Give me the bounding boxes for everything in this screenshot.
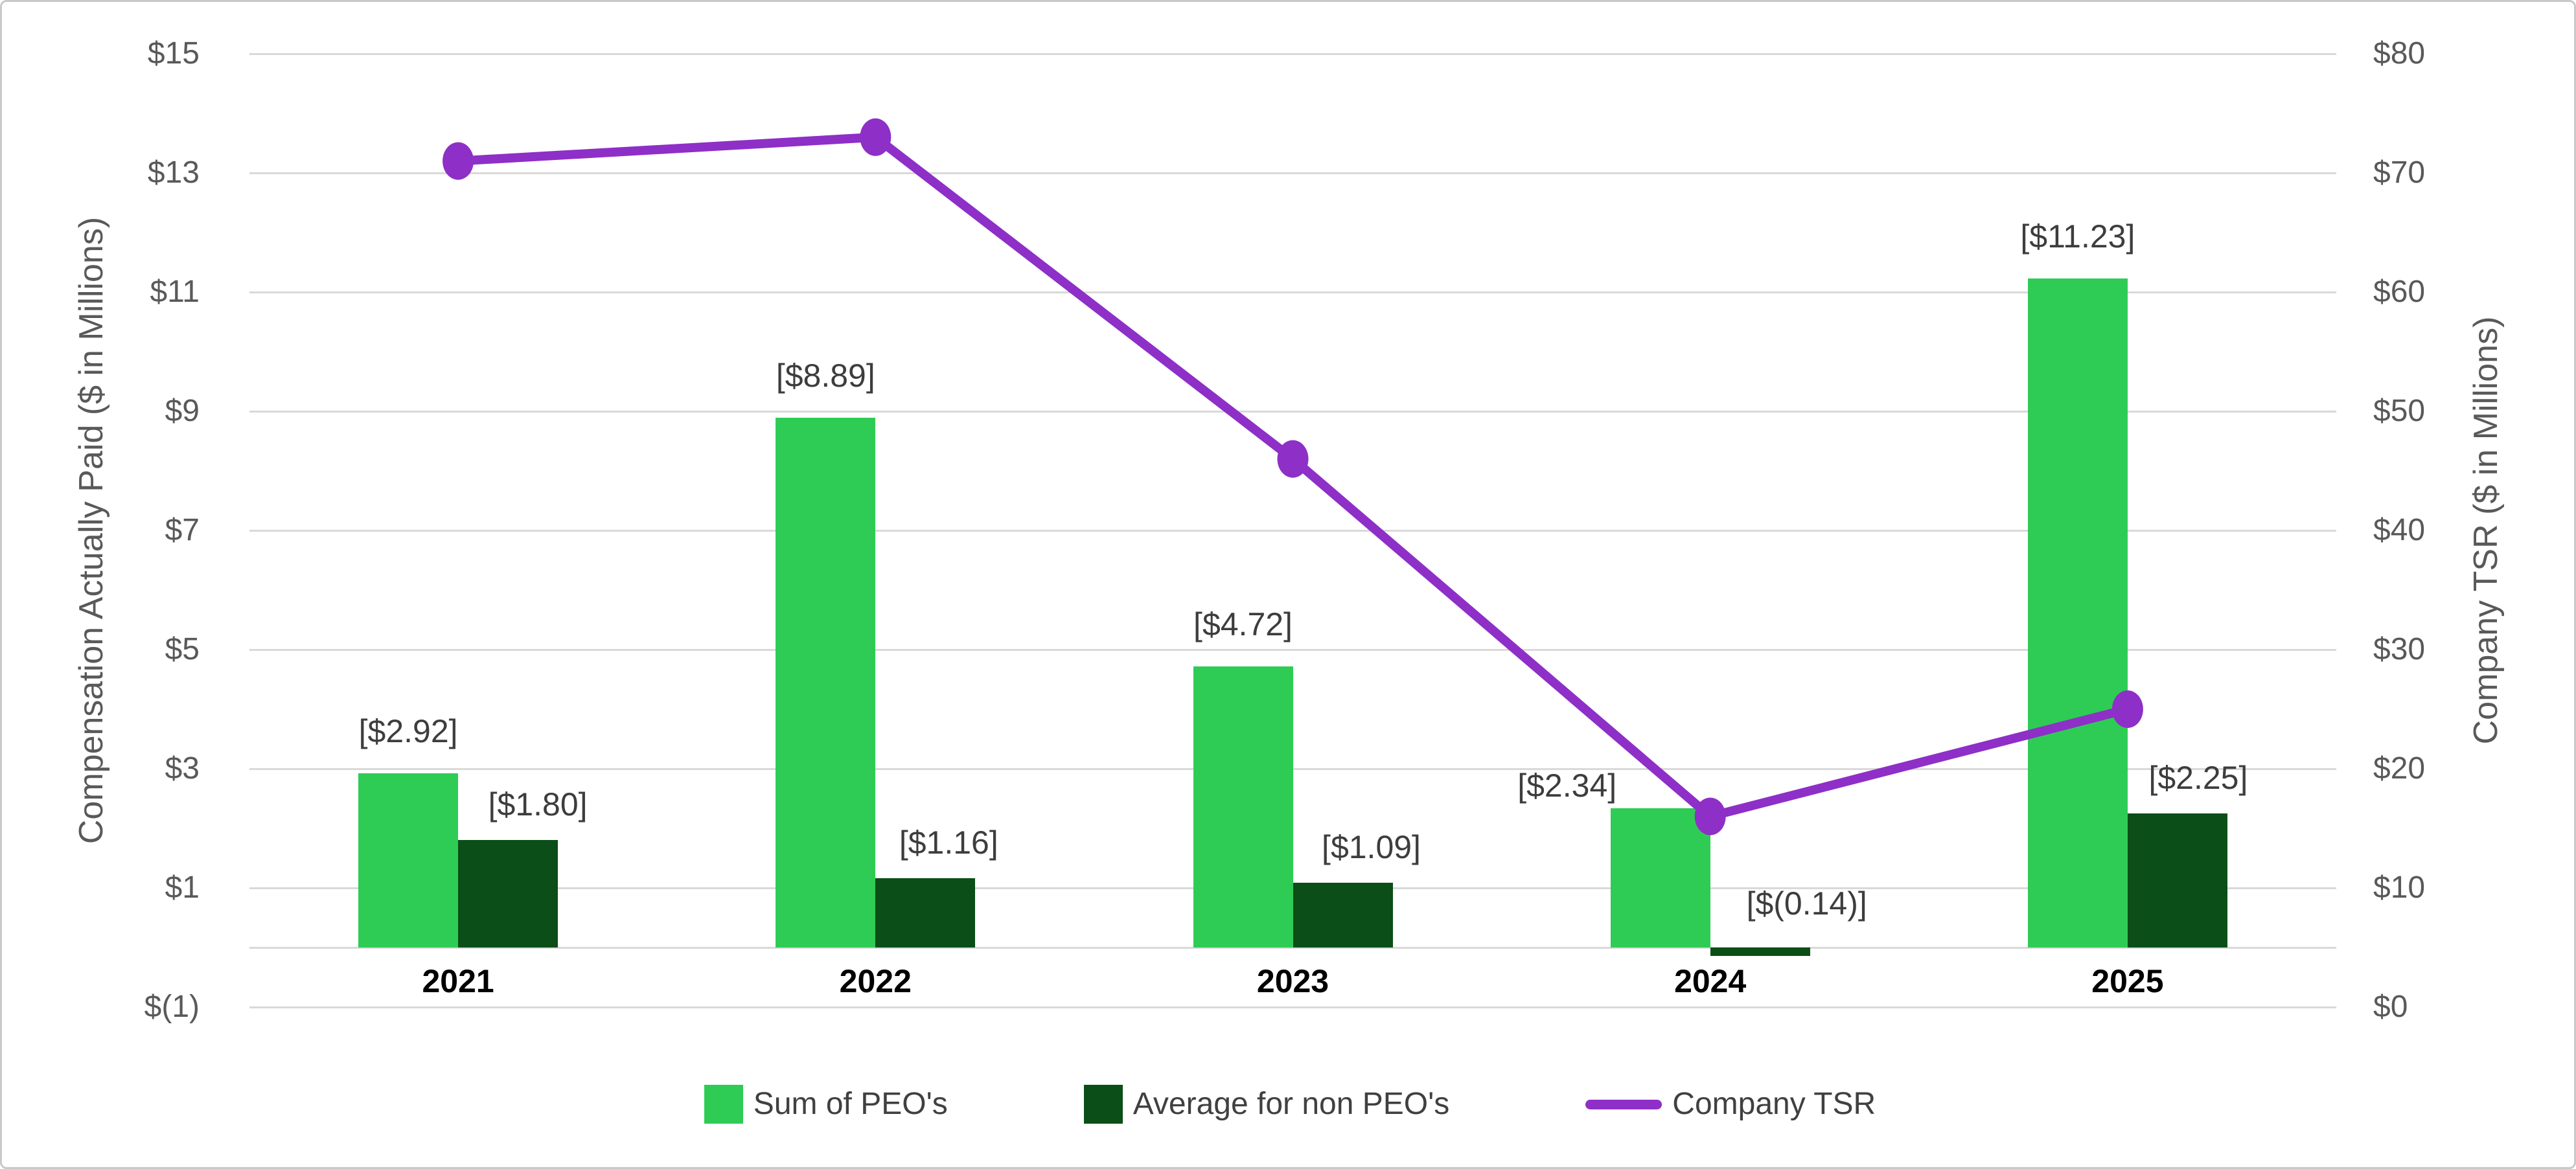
x-axis-category-label: 2022	[839, 963, 912, 999]
legend-bar-swatch	[704, 1085, 743, 1124]
y-axis-right-tick: $60	[2373, 275, 2426, 309]
bar-data-label: [$1.16]	[899, 824, 998, 861]
gridline	[249, 1006, 2336, 1008]
bar-avg-non-peos-2024[interactable]	[1710, 948, 1810, 956]
x-axis-category-label: 2021	[422, 963, 494, 999]
y-axis-right-tick: $40	[2373, 513, 2426, 547]
y-axis-left-tick: $7	[165, 513, 200, 547]
gridline	[249, 410, 2336, 413]
legend-line-swatch	[1585, 1099, 1662, 1109]
bar-avg-non-peos-2021[interactable]	[458, 840, 558, 948]
legend-item-average-for-non-peo-s[interactable]: Average for non PEO's	[1083, 1085, 1450, 1124]
bar-data-label: [$2.25]	[2148, 760, 2248, 796]
y-axis-right-tick: $30	[2373, 632, 2426, 666]
gridline	[249, 52, 2336, 55]
legend-item-company-tsr[interactable]: Company TSR	[1585, 1089, 1876, 1120]
legend-bar-swatch	[1083, 1085, 1123, 1124]
legend-label: Sum of PEO's	[753, 1087, 948, 1121]
tsr-line-marker[interactable]	[443, 142, 474, 180]
y-axis-right-tick: $50	[2373, 394, 2426, 428]
x-axis-category-label: 2023	[1256, 963, 1329, 999]
y-axis-left-tick: $5	[165, 632, 200, 666]
y-axis-left-tick: $9	[165, 394, 200, 428]
bar-sum-of-peos-2022[interactable]	[776, 418, 876, 948]
right-axis-title: Company TSR ($ in Millions)	[2467, 316, 2505, 745]
gridline	[249, 172, 2336, 174]
y-axis-left-tick: $15	[147, 36, 200, 71]
bar-sum-of-peos-2023[interactable]	[1193, 666, 1293, 948]
bar-sum-of-peos-2024[interactable]	[1610, 808, 1710, 948]
bar-sum-of-peos-2025[interactable]	[2027, 278, 2128, 948]
axis-baseline	[249, 946, 2336, 949]
x-axis-category-label: 2025	[2091, 963, 2164, 999]
bar-avg-non-peos-2022[interactable]	[875, 878, 976, 948]
bar-data-label: [$8.89]	[776, 358, 875, 394]
tsr-line-marker[interactable]	[1277, 440, 1309, 478]
left-axis-title: Compensation Actually Paid ($ in Million…	[73, 216, 110, 845]
gridline	[249, 767, 2336, 770]
bar-data-label: [$2.34]	[1517, 767, 1617, 804]
y-axis-right-tick: $0	[2373, 990, 2408, 1024]
legend: Sum of PEO's Average for non PEO's Company…	[2, 1085, 2574, 1124]
y-axis-right-tick: $70	[2373, 155, 2426, 190]
y-axis-right-tick: $20	[2373, 751, 2426, 786]
tsr-line-marker[interactable]	[860, 118, 891, 156]
gridline	[249, 291, 2336, 293]
legend-item-sum-of-peo-s[interactable]: Sum of PEO's	[704, 1085, 948, 1124]
y-axis-left-tick: $11	[150, 275, 200, 309]
gridline	[249, 648, 2336, 651]
bar-avg-non-peos-2025[interactable]	[2127, 813, 2227, 948]
bar-sum-of-peos-2021[interactable]	[358, 773, 459, 948]
y-axis-left-tick: $1	[165, 870, 200, 905]
y-axis-left-tick: $(1)	[144, 990, 200, 1024]
bar-data-label: [$4.72]	[1193, 606, 1293, 642]
y-axis-right-tick: $80	[2373, 36, 2426, 71]
bar-data-label: [$2.92]	[358, 713, 458, 750]
y-axis-left-tick: $3	[165, 751, 200, 786]
y-axis-left-tick: $13	[147, 155, 200, 190]
y-axis-right-tick: $10	[2373, 870, 2426, 905]
bar-data-label: [$(0.14)]	[1746, 885, 1867, 922]
bar-avg-non-peos-2023[interactable]	[1293, 882, 1393, 948]
bar-data-label: [$1.09]	[1322, 828, 1421, 865]
gridline	[249, 529, 2336, 532]
bar-data-label: [$1.80]	[488, 786, 588, 823]
x-axis-category-label: 2024	[1674, 963, 1747, 999]
legend-label: Company TSR	[1672, 1087, 1876, 1121]
legend-label: Average for non PEO's	[1133, 1087, 1450, 1121]
bar-data-label: [$11.23]	[2020, 218, 2135, 255]
